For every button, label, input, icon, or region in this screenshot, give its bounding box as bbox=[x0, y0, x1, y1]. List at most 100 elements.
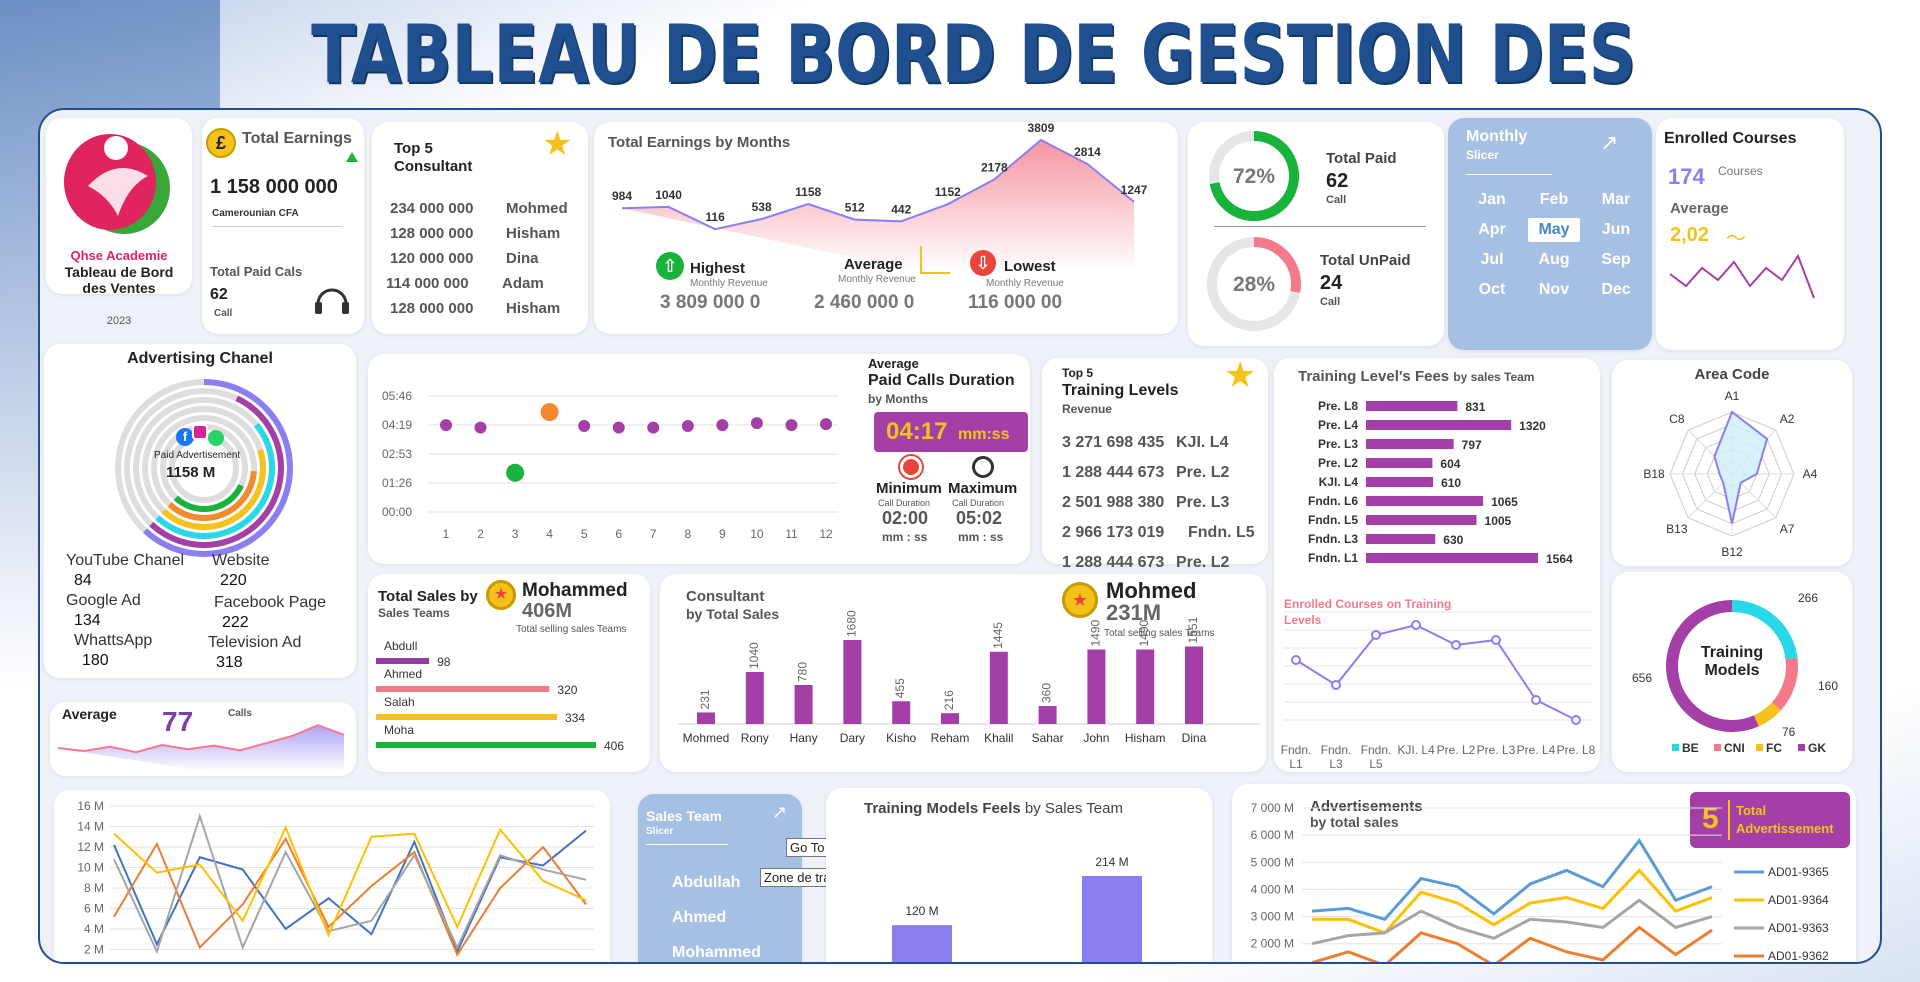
month-item-sep[interactable]: Sep bbox=[1601, 251, 1631, 268]
bar bbox=[1366, 458, 1433, 468]
month-item-aug[interactable]: Aug bbox=[1538, 251, 1570, 268]
data-point bbox=[647, 421, 660, 434]
data-point bbox=[506, 463, 525, 482]
avg-calls-unit: Calls bbox=[228, 708, 252, 719]
duration-value: 04:17 bbox=[886, 418, 948, 445]
training-fees-bar-chart: Pre. L8 831 Pre. L4 1320 Pre. L3 797 Pre. L2 60… bbox=[1308, 399, 1573, 566]
divider bbox=[646, 844, 728, 845]
category-label: Fndn. L3 bbox=[1308, 532, 1358, 546]
month-item-may[interactable]: May bbox=[1528, 218, 1580, 242]
category-label: Fndn. L6 bbox=[1308, 494, 1358, 508]
monthly-lines-card: 2 M 4 M 6 M 8 M 10 M 12 M 14 M 16 M bbox=[54, 790, 610, 962]
bar bbox=[1136, 649, 1155, 724]
facebook-icon: f bbox=[176, 428, 194, 446]
avg-calls-line bbox=[57, 724, 345, 754]
value-label: 1490 bbox=[1088, 619, 1102, 646]
training-amount: 1 288 444 673 bbox=[1062, 554, 1165, 571]
consultant-amount: 234 000 000 bbox=[390, 200, 474, 217]
channel-name: YouTube Chanel bbox=[66, 552, 185, 569]
headset-icon bbox=[315, 288, 349, 314]
data-label: 3809 bbox=[1028, 121, 1055, 135]
value-label: 98 bbox=[437, 655, 451, 669]
sales-team-item[interactable]: Ahmed bbox=[672, 909, 727, 926]
value-label: 780 bbox=[796, 662, 810, 682]
adv-center-value: 1158 M bbox=[166, 464, 216, 481]
value-label: 160 bbox=[1818, 679, 1838, 693]
enrolled-courses-card: Enrolled Courses 174 Courses Average 2,0… bbox=[1656, 118, 1844, 350]
month-item-dec[interactable]: Dec bbox=[1601, 281, 1631, 298]
month-item-nov[interactable]: Nov bbox=[1538, 281, 1570, 298]
axis-label: A4 bbox=[1803, 467, 1818, 481]
x-tick-label: Fndn. bbox=[1281, 743, 1312, 757]
x-tick-label: 5 bbox=[581, 527, 588, 541]
enrolled-levels-title: Enrolled Courses on Training Levels bbox=[1284, 597, 1452, 627]
enrolled-unit: Courses bbox=[1718, 164, 1763, 178]
area-code-radar-chart: A1 A2 A4 A7 B12 B13 B18 C8 bbox=[1643, 389, 1818, 559]
x-tick-label: 4 bbox=[546, 527, 553, 541]
adv-center-label: Paid Advertisement bbox=[154, 450, 241, 461]
expand-icon[interactable]: ↗ bbox=[772, 802, 788, 822]
channel-value: 318 bbox=[216, 654, 243, 671]
axis-label: C8 bbox=[1669, 412, 1685, 426]
lowest-sub: Monthly Revenue bbox=[986, 278, 1064, 289]
earnings-label: Total Earnings bbox=[242, 130, 352, 147]
channel-value: 220 bbox=[220, 572, 247, 589]
value-label: 455 bbox=[893, 678, 907, 698]
category-label: Salah bbox=[384, 695, 415, 709]
x-tick-label: Fndn. bbox=[1321, 743, 1352, 757]
channel-name: Television Ad bbox=[208, 634, 302, 651]
value-label: 656 bbox=[1632, 671, 1652, 685]
bar bbox=[1082, 876, 1142, 962]
earnings-line bbox=[621, 138, 1135, 231]
max-value: 05:02 bbox=[956, 508, 1003, 528]
paid-donut: 72% bbox=[1209, 131, 1299, 221]
month-item-apr[interactable]: Apr bbox=[1478, 221, 1506, 238]
advertisements-line-chart: 1 000 M2 000 M3 000 M4 000 M5 000 M6 000… bbox=[1251, 801, 1829, 962]
y-tick-label: 8 M bbox=[84, 881, 104, 895]
bar bbox=[1185, 646, 1203, 724]
value-label: 797 bbox=[1462, 438, 1482, 452]
y-tick-label: 4 000 M bbox=[1251, 882, 1294, 896]
legend-swatch bbox=[1756, 744, 1763, 751]
min-sub: Call Duration bbox=[878, 498, 931, 508]
month-item-feb[interactable]: Feb bbox=[1539, 191, 1569, 208]
sparkline bbox=[1669, 253, 1815, 299]
x-tick-label: L5 bbox=[1369, 757, 1383, 771]
month-item-mar[interactable]: Mar bbox=[1601, 191, 1631, 208]
training-level: Pre. L2 bbox=[1176, 464, 1230, 481]
x-tick-label: Kisho bbox=[886, 731, 916, 745]
monthly-slicer: Monthly Slicer ↗ Jan Feb Mar Apr May Jun Jul Au… bbox=[1448, 118, 1652, 350]
data-label: 538 bbox=[752, 200, 772, 214]
channel-name: Google Ad bbox=[66, 592, 141, 609]
x-tick-label: 10 bbox=[750, 527, 764, 541]
training-amount: 1 288 444 673 bbox=[1062, 464, 1165, 481]
category-label: KJI. L4 bbox=[1319, 475, 1359, 489]
category-label: Fndn. L5 bbox=[1308, 513, 1358, 527]
bar bbox=[1038, 706, 1057, 724]
paid-calls-value: 62 bbox=[210, 286, 228, 303]
x-tick-label: Pre. L2 bbox=[1437, 743, 1476, 757]
month-item-oct[interactable]: Oct bbox=[1478, 281, 1506, 298]
sales-teams-winner-value: 406M bbox=[522, 600, 573, 622]
axis-label: A2 bbox=[1780, 412, 1795, 426]
sales-team-item[interactable]: Mohammed bbox=[672, 944, 761, 961]
lowest-label: Lowest bbox=[1004, 258, 1056, 275]
x-tick-label: Mohmed bbox=[683, 731, 730, 745]
x-tick-label: Pre. L4 bbox=[1517, 743, 1556, 757]
average-calls-card: Average 77 Calls bbox=[50, 702, 356, 776]
value-label: 334 bbox=[565, 711, 585, 725]
highest-value: 3 809 000 0 bbox=[660, 292, 761, 313]
month-item-jan[interactable]: Jan bbox=[1478, 191, 1506, 208]
expand-icon[interactable]: ↗ bbox=[1600, 130, 1619, 155]
month-item-jul[interactable]: Jul bbox=[1480, 251, 1504, 268]
channel-name: WhattsApp bbox=[74, 632, 153, 649]
x-tick-label: 7 bbox=[650, 527, 657, 541]
month-item-jun[interactable]: Jun bbox=[1601, 221, 1631, 238]
sales-team-item[interactable]: Abdullah bbox=[672, 874, 741, 891]
x-tick-label: Pre. L8 bbox=[1557, 743, 1596, 757]
earnings-value: 1 158 000 000 bbox=[210, 176, 338, 198]
earn-months-title: Total Earnings by Months bbox=[608, 134, 791, 151]
bar bbox=[892, 925, 952, 962]
training-level: Pre. L2 bbox=[1176, 554, 1230, 571]
